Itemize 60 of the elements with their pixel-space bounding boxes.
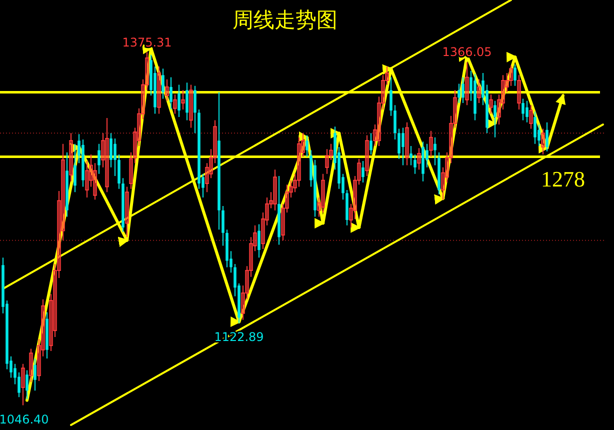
candlestick (114, 138, 116, 177)
candlestick (541, 128, 545, 156)
candlestick (398, 128, 400, 160)
candlestick (365, 134, 369, 177)
candlestick (29, 348, 33, 383)
candlestick (273, 169, 277, 211)
candlestick (462, 76, 464, 104)
candlestick (21, 363, 25, 406)
candlestick (34, 358, 36, 392)
candlestick (362, 160, 364, 183)
candlestick (69, 132, 73, 182)
candlestick (125, 186, 129, 238)
candlestick (181, 90, 185, 110)
candlestick (458, 83, 460, 104)
ref-line-label: 1278 (541, 166, 585, 192)
candlestick (173, 94, 177, 114)
candlestick (534, 111, 536, 144)
candlestick (110, 132, 112, 168)
annotation: 1366.05 (442, 45, 492, 60)
candlestick (526, 100, 528, 123)
candlestick (105, 118, 109, 193)
candlestick (465, 62, 469, 106)
candlestick (434, 136, 436, 166)
candlestick (546, 122, 548, 152)
candlestick (74, 143, 76, 193)
candlestick (222, 206, 224, 246)
candlestick (477, 78, 481, 104)
candlestick (405, 122, 409, 166)
candlestick (410, 145, 412, 166)
candlestick (402, 127, 404, 166)
candlestick (429, 130, 433, 158)
candlestick (390, 76, 392, 116)
candlestick (394, 104, 396, 140)
candlestick (118, 154, 120, 190)
candlestick (26, 370, 28, 400)
annotation: 1046.40 (0, 412, 49, 426)
candlestick (514, 64, 516, 86)
candlestick (258, 224, 260, 258)
candlestick (370, 132, 372, 156)
candlestick (157, 66, 161, 114)
candlestick (162, 68, 164, 100)
candlestick (517, 74, 521, 110)
candlestick (170, 76, 172, 110)
candlestick (98, 143, 100, 174)
candlestick (529, 104, 533, 130)
candlestick (189, 84, 193, 128)
candlestick (306, 134, 308, 158)
candlestick (186, 82, 188, 121)
candlestick (18, 372, 20, 398)
candlestick (414, 154, 416, 174)
candlestick (321, 173, 325, 213)
candlestick (494, 100, 496, 138)
candlestick (489, 94, 493, 114)
candlestick (165, 78, 169, 102)
candlestick (194, 85, 196, 134)
chart-title: 周线走势图 (232, 8, 338, 32)
candlestick (417, 148, 421, 170)
candlestick (178, 84, 180, 118)
annotation: 1375.31 (122, 35, 172, 50)
candlestick (522, 98, 524, 121)
